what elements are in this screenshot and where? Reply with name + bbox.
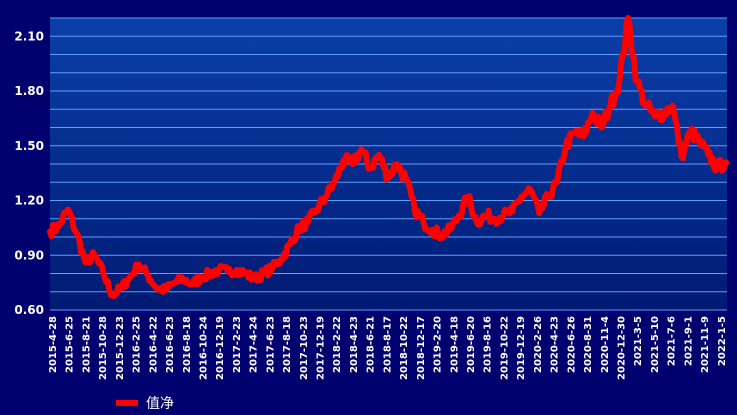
x-tick-label: 2017-8-18 bbox=[282, 316, 293, 373]
x-tick-label: 2019-4-18 bbox=[449, 316, 460, 373]
x-tick-label: 2017-6-23 bbox=[265, 316, 276, 373]
x-tick-label: 2021-7-6 bbox=[667, 316, 678, 366]
x-tick-label: 2020-6-26 bbox=[566, 316, 577, 373]
x-tick-label: 2015-10-28 bbox=[98, 316, 109, 380]
x-tick-label: 2018-6-21 bbox=[366, 316, 377, 373]
x-tick-label: 2021-5-10 bbox=[650, 316, 661, 373]
x-tick-label: 2016-2-25 bbox=[132, 316, 143, 373]
x-tick-label: 2016-4-22 bbox=[148, 316, 159, 373]
x-tick-label: 2021-3-5 bbox=[633, 316, 644, 366]
x-tick-label: 2018-4-23 bbox=[349, 316, 360, 373]
x-tick-label: 2016-6-23 bbox=[165, 316, 176, 373]
x-tick-label: 2015-4-28 bbox=[48, 316, 59, 373]
x-tick-label: 2019-8-16 bbox=[483, 316, 494, 373]
x-tick-label: 2015-6-25 bbox=[65, 316, 76, 373]
x-tick-label: 2017-4-24 bbox=[249, 316, 260, 373]
x-tick-label: 2021-9-1 bbox=[683, 316, 694, 366]
x-tick-label: 2020-12-30 bbox=[616, 316, 627, 380]
x-tick-label: 2018-12-17 bbox=[416, 316, 427, 380]
y-tick-label: 0.90 bbox=[14, 248, 44, 262]
x-tick-label: 2019-2-20 bbox=[433, 316, 444, 373]
x-tick-label: 2016-10-24 bbox=[198, 316, 209, 380]
grid-lines bbox=[50, 17, 727, 311]
y-tick-label: 1.20 bbox=[14, 194, 44, 208]
x-tick-label: 2018-10-22 bbox=[399, 316, 410, 380]
x-tick-label: 2020-8-31 bbox=[583, 316, 594, 373]
x-tick-label: 2019-12-19 bbox=[516, 316, 527, 380]
x-tick-label: 2016-12-19 bbox=[215, 316, 226, 380]
y-axis-ticks: 0.60 0.90 1.20 1.50 1.80 2.10 bbox=[14, 29, 44, 317]
y-tick-label: 1.50 bbox=[14, 139, 44, 153]
y-tick-label: 0.60 bbox=[14, 303, 44, 317]
x-tick-label: 2018-2-22 bbox=[332, 316, 343, 373]
x-tick-label: 2015-8-21 bbox=[81, 316, 92, 373]
x-tick-label: 2016-8-18 bbox=[182, 316, 193, 373]
legend-label: 值净 bbox=[146, 396, 174, 412]
x-tick-label: 2019-6-20 bbox=[466, 316, 477, 373]
y-tick-label: 1.80 bbox=[14, 84, 44, 98]
x-tick-label: 2017-12-19 bbox=[316, 316, 327, 380]
x-tick-label: 2020-4-23 bbox=[550, 316, 561, 373]
x-axis-ticks: 2015-4-28 2015-6-25 2015-8-21 2015-10-28 201… bbox=[48, 316, 728, 380]
x-tick-label: 2021-11-9 bbox=[700, 316, 711, 373]
x-tick-label: 2017-10-23 bbox=[299, 316, 310, 380]
x-tick-label: 2019-10-22 bbox=[499, 316, 510, 380]
x-tick-label: 2015-12-23 bbox=[115, 316, 126, 380]
x-tick-label: 2018-8-17 bbox=[382, 316, 393, 373]
x-tick-label: 2022-1-5 bbox=[717, 316, 728, 366]
legend: 值净 bbox=[116, 396, 174, 412]
x-tick-label: 2017-2-23 bbox=[232, 316, 243, 373]
y-tick-label: 2.10 bbox=[14, 29, 44, 43]
x-tick-label: 2020-2-26 bbox=[533, 316, 544, 373]
series-line-net-value bbox=[47, 15, 729, 299]
x-tick-label: 2020-11-4 bbox=[600, 316, 611, 373]
